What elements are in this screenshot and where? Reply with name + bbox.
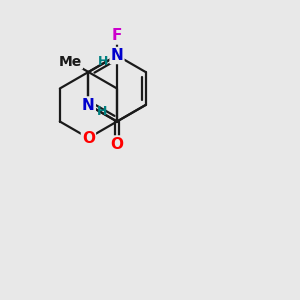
Text: N: N bbox=[111, 48, 123, 63]
Text: N: N bbox=[82, 98, 95, 112]
Text: Me: Me bbox=[58, 55, 82, 68]
Text: H: H bbox=[98, 55, 109, 68]
Text: O: O bbox=[110, 136, 124, 152]
Text: F: F bbox=[112, 28, 122, 44]
Text: O: O bbox=[82, 130, 95, 146]
Text: H: H bbox=[97, 104, 107, 118]
